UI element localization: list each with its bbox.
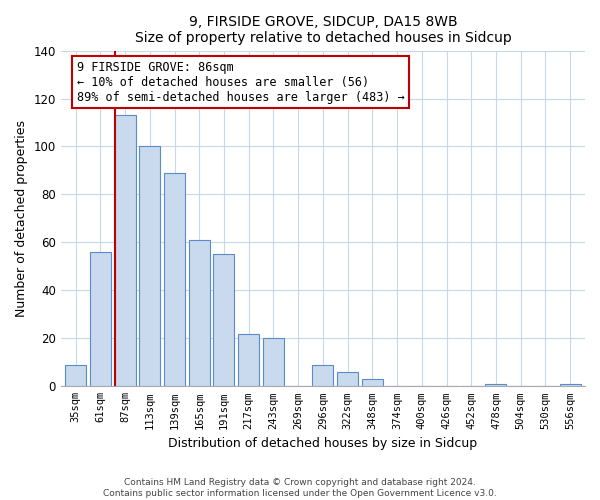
- Bar: [139, 146, 160, 386]
- Bar: [164, 173, 185, 386]
- Title: 9, FIRSIDE GROVE, SIDCUP, DA15 8WB
Size of property relative to detached houses : 9, FIRSIDE GROVE, SIDCUP, DA15 8WB Size …: [134, 15, 511, 45]
- Bar: [65, 364, 86, 386]
- Bar: [115, 116, 136, 386]
- Bar: [90, 252, 111, 386]
- Text: 9 FIRSIDE GROVE: 86sqm
← 10% of detached houses are smaller (56)
89% of semi-det: 9 FIRSIDE GROVE: 86sqm ← 10% of detached…: [77, 60, 404, 104]
- Bar: [238, 334, 259, 386]
- Bar: [362, 379, 383, 386]
- Bar: [485, 384, 506, 386]
- Bar: [313, 364, 334, 386]
- Bar: [214, 254, 235, 386]
- Bar: [560, 384, 581, 386]
- Bar: [337, 372, 358, 386]
- Bar: [189, 240, 210, 386]
- X-axis label: Distribution of detached houses by size in Sidcup: Distribution of detached houses by size …: [169, 437, 478, 450]
- Bar: [263, 338, 284, 386]
- Text: Contains HM Land Registry data © Crown copyright and database right 2024.
Contai: Contains HM Land Registry data © Crown c…: [103, 478, 497, 498]
- Y-axis label: Number of detached properties: Number of detached properties: [15, 120, 28, 317]
